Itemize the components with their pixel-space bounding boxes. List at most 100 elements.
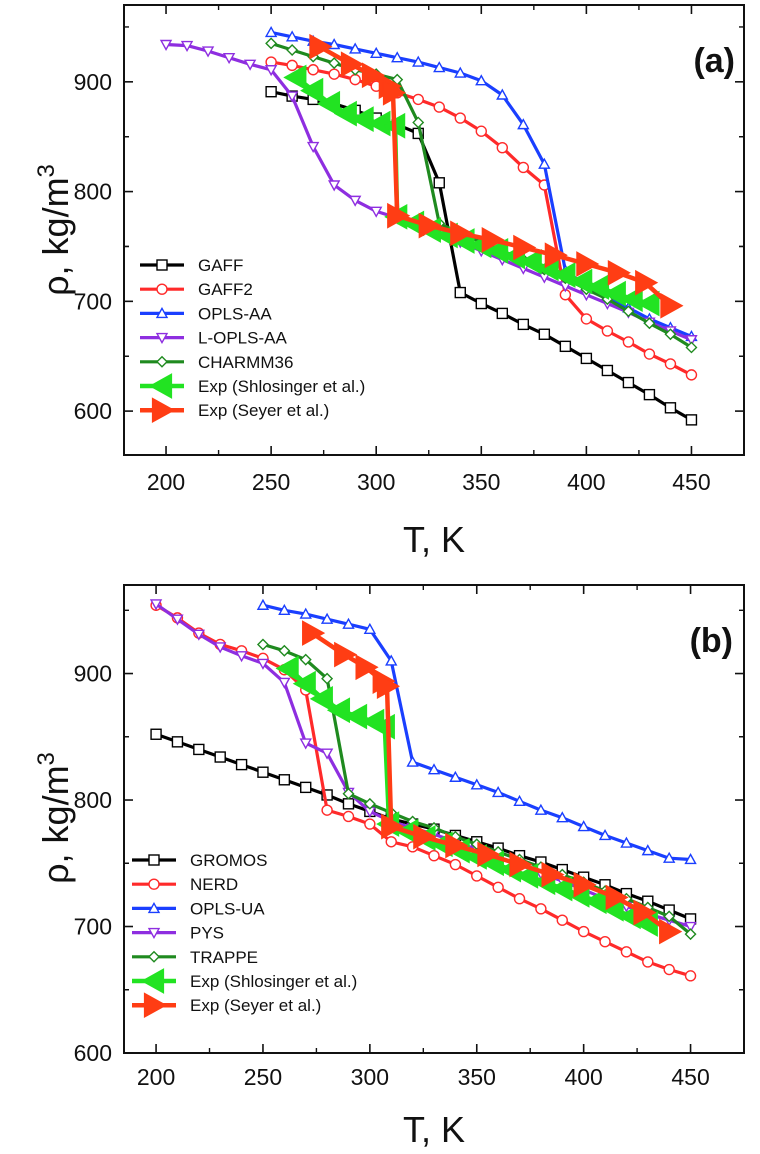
data-point — [685, 335, 698, 347]
legend-label: Exp (Shlosinger et al.) — [198, 377, 365, 396]
data-point — [171, 614, 184, 626]
y-axis-title-main-a: ρ, kg/m — [35, 177, 76, 296]
data-point — [300, 781, 312, 794]
data-point — [585, 274, 610, 300]
data-point — [376, 673, 400, 700]
data-point — [684, 928, 697, 941]
data-point — [622, 336, 635, 348]
data-point — [601, 364, 614, 377]
y-tick-label: 900 — [74, 69, 112, 95]
data-point — [307, 64, 319, 76]
series-line — [155, 603, 692, 978]
ticks-b: 200 250 300 350 400 450 600 700 800 900 — [74, 585, 744, 1090]
data-point — [350, 106, 374, 132]
legend-marker — [147, 927, 161, 940]
legend-label: Exp (Seyer et al.) — [198, 401, 329, 420]
data-point — [159, 39, 173, 51]
data-point — [662, 851, 676, 863]
data-point — [684, 853, 697, 865]
legend-label: Exp (Seyer et al.) — [190, 996, 321, 1015]
data-point — [544, 242, 568, 269]
data-point — [535, 903, 547, 915]
legend-label: GAFF2 — [198, 280, 253, 299]
data-point — [660, 292, 684, 319]
x-tick-label: 400 — [564, 1064, 602, 1090]
panel-label-a: (a) — [693, 42, 735, 80]
data-point — [285, 91, 299, 103]
data-point — [201, 46, 215, 58]
legend-entry: GAFF — [140, 256, 243, 275]
data-point — [348, 42, 362, 54]
data-point — [496, 307, 509, 320]
data-point — [265, 37, 278, 50]
data-point — [327, 180, 341, 192]
legend-entry: OPLS-UA — [132, 899, 265, 918]
legend-marker — [140, 968, 165, 994]
data-point — [538, 328, 551, 340]
data-point — [256, 638, 269, 651]
legend-label: PYS — [190, 924, 224, 943]
data-point — [321, 672, 334, 685]
legend-entry: Exp (Seyer et al.) — [132, 992, 321, 1019]
data-point — [149, 599, 163, 611]
x-axis-title-b: T, K — [403, 1109, 465, 1150]
data-point — [385, 836, 397, 848]
data-point — [445, 832, 469, 859]
ticks-a: 200 250 300 350 400 450 600 700 800 900 — [74, 5, 744, 495]
x-tick-label: 450 — [672, 469, 710, 495]
legend-marker — [148, 854, 160, 866]
data-point — [192, 629, 206, 641]
legend-marker — [148, 950, 160, 963]
data-point — [427, 763, 441, 775]
data-point — [449, 770, 462, 782]
plot-frame-b — [123, 584, 745, 1054]
y-tick-label: 900 — [74, 661, 112, 687]
data-point — [517, 161, 530, 174]
series-gaff2 — [265, 56, 698, 381]
data-point — [278, 677, 291, 689]
data-point — [412, 116, 425, 129]
series-exp-seyer-et-al- — [302, 620, 683, 945]
data-point — [534, 803, 548, 815]
data-point — [598, 829, 612, 841]
data-point — [342, 798, 355, 810]
legend-label: GROMOS — [190, 851, 267, 870]
legend-entry: PYS — [132, 924, 224, 943]
data-point — [214, 642, 227, 654]
data-point — [256, 598, 270, 610]
legend-entry: TRAPPE — [132, 948, 258, 967]
data-point — [256, 658, 270, 670]
data-point — [517, 318, 530, 331]
series-gaff — [265, 86, 698, 426]
data-point — [605, 884, 629, 911]
legend-label: GAFF — [198, 256, 243, 275]
data-point — [385, 654, 398, 666]
data-point — [622, 376, 635, 389]
data-point — [381, 813, 405, 840]
data-point — [306, 141, 320, 154]
y-tick-label: 800 — [74, 179, 112, 205]
data-point — [150, 728, 162, 740]
data-point — [641, 844, 654, 856]
data-point — [471, 870, 483, 882]
data-point — [391, 51, 404, 63]
x-tick-label: 450 — [671, 1064, 709, 1090]
data-point — [235, 651, 248, 663]
data-point — [449, 858, 462, 871]
data-point — [496, 141, 509, 154]
data-point — [334, 641, 358, 668]
data-point — [418, 212, 442, 239]
data-point — [552, 262, 576, 288]
legend-label: NERD — [190, 875, 238, 894]
data-point — [320, 748, 334, 760]
data-point — [413, 823, 437, 850]
x-tick-label: 350 — [458, 1064, 496, 1090]
legend-entry: OPLS-AA — [140, 304, 272, 323]
legend-b: GROMOS NERD OPLS-UA PYS TRAPPE Exp (Shlosinge… — [132, 851, 357, 1019]
data-point — [344, 703, 368, 730]
x-tick-label: 400 — [567, 469, 605, 495]
data-point — [635, 269, 659, 296]
legend-entry: GROMOS — [132, 851, 267, 870]
data-point — [492, 881, 504, 894]
